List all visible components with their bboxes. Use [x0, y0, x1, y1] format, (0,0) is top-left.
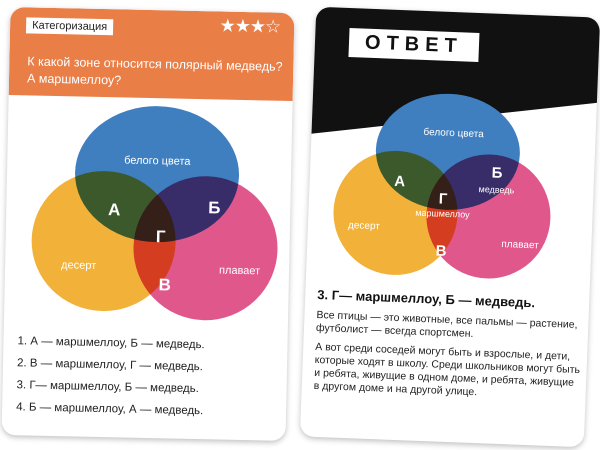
- label-top: белого цвета: [124, 154, 191, 167]
- zone-g-item: маршмеллоу: [415, 208, 470, 220]
- zone-b-item: медведь: [478, 184, 514, 195]
- card-header: Категоризация ★★★☆ К какой зоне относитс…: [8, 7, 295, 102]
- question-card: Категоризация ★★★☆ К какой зоне относитс…: [1, 7, 295, 441]
- label-right: плавает: [501, 239, 539, 251]
- label-top: белого цвета: [423, 126, 484, 140]
- circle-swims: [426, 154, 551, 279]
- difficulty-stars-icon: ★★★☆: [219, 15, 281, 37]
- zone-b: Б: [208, 198, 221, 217]
- option-1: 1. А — маршмеллоу, Б — медведь.: [17, 335, 205, 352]
- answer-heading: ОТВЕТ: [348, 27, 480, 62]
- paragraph: Все птицы — это животные, все пальмы — р…: [315, 308, 578, 340]
- option-2: 2. В — маршмеллоу, Г — медведь.: [16, 357, 204, 374]
- question-text: К какой зоне относится полярный медведь?…: [26, 54, 283, 88]
- venn-diagram: белого цвета десерт плавает А Б Г В: [24, 99, 279, 339]
- zone-v: В: [435, 242, 447, 259]
- venn-diagram: белого цвета десерт плавает А Б медведь …: [327, 85, 585, 299]
- paragraph: А вот среди соседей могут быть и взрослы…: [313, 340, 581, 399]
- label-left: десерт: [348, 220, 381, 232]
- zone-g: Г: [438, 191, 448, 208]
- answer-options: 1. А — маршмеллоу, Б — медведь. 2. В — м…: [16, 335, 205, 427]
- circle-dessert: [333, 150, 458, 275]
- category-label: Категоризация: [25, 17, 114, 36]
- zone-a: А: [108, 200, 121, 219]
- zone-v: В: [158, 275, 171, 294]
- option-3: 3. Г— маршмеллоу, Б — медведь.: [16, 379, 200, 396]
- zone-g: Г: [156, 227, 166, 246]
- zone-b: Б: [491, 165, 503, 182]
- label-left: десерт: [61, 259, 96, 272]
- label-right: плавает: [219, 264, 260, 277]
- answer-card: ОТВЕТ белого цвета десерт плавает А Б ме…: [299, 6, 600, 448]
- zone-a: А: [394, 173, 406, 190]
- circle-swims: [133, 176, 278, 321]
- option-4: 4. Б — маршмеллоу, А — медведь.: [16, 401, 204, 418]
- answer-explanation: Все птицы — это животные, все пальмы — р…: [313, 309, 582, 409]
